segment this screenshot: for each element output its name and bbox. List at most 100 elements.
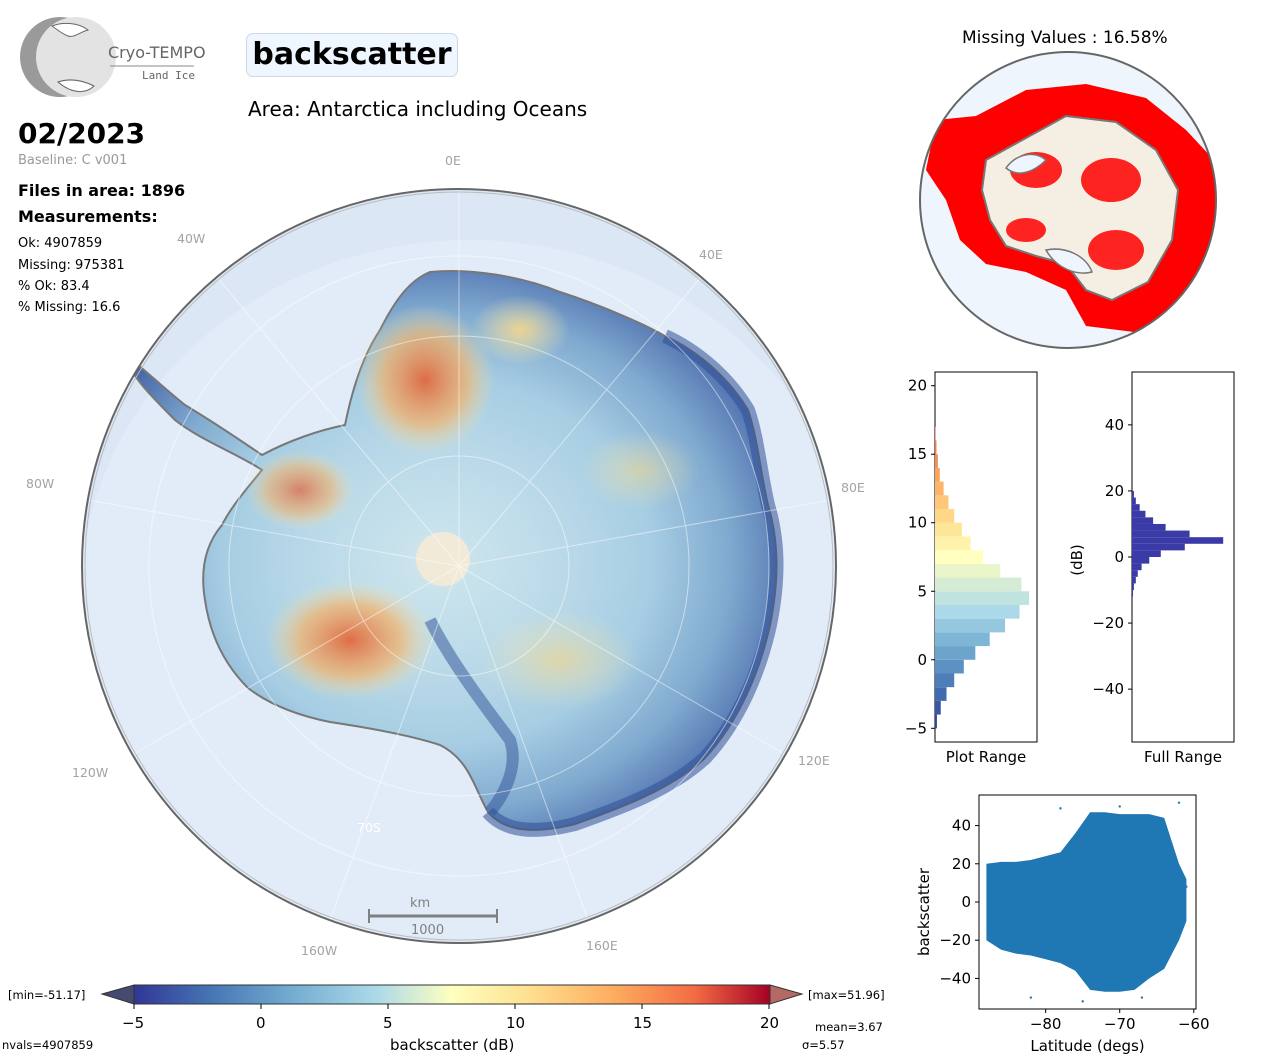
histogram-bar [935, 440, 937, 455]
lon-label-80w: 80W [26, 476, 55, 491]
histogram-bar [935, 700, 941, 715]
y-tick-label: 0 [1114, 548, 1124, 566]
histogram-bar [935, 673, 955, 688]
date-label: 02/2023 [18, 117, 146, 150]
stat-pct-ok: % Ok: 83.4 [18, 279, 90, 294]
histogram-bar [935, 536, 971, 551]
y-tick-label: 40 [952, 817, 971, 835]
histogram-bar [1132, 590, 1133, 597]
missing-panel-title: Missing Values : 16.58% [962, 28, 1168, 48]
histogram-bar [935, 632, 990, 647]
histogram-bar [1132, 563, 1142, 571]
measurements-label: Measurements: [18, 207, 158, 226]
lon-label-40w: 40W [177, 231, 206, 246]
y-tick-label: 20 [908, 377, 927, 395]
scatter-chart: 40 20 0 −20 −40 −80 −70 −60 Latitude (degs) backs… [915, 794, 1210, 1055]
histogram-bar [935, 563, 1001, 578]
histogram-bar [1132, 530, 1190, 538]
y-tick-label: −20 [939, 931, 971, 949]
y-tick-label: 10 [908, 514, 927, 532]
histogram-bar [935, 522, 962, 537]
histogram-bar [1132, 523, 1166, 531]
scatter-point [1177, 801, 1181, 804]
x-tick-label: −80 [1030, 1015, 1062, 1033]
histogram-bar [1132, 550, 1161, 557]
y-tick-label: −5 [905, 719, 927, 737]
histogram-bar [1132, 504, 1140, 511]
colorbar-label: backscatter (dB) [390, 1036, 515, 1054]
scatter-ylabel: backscatter [915, 867, 933, 956]
histogram-bar [1132, 490, 1134, 498]
baseline-label: Baseline: C v001 [18, 153, 128, 168]
histogram-bar [1132, 543, 1185, 551]
colorbar-min-extend [100, 984, 135, 1005]
colorbar-tick: 5 [383, 1014, 393, 1032]
histogram-bar [935, 454, 938, 468]
histogram-bar [1132, 497, 1136, 505]
colorbar-max-label: [max=51.96] [808, 988, 885, 1002]
files-label: Files in area: 1896 [18, 181, 186, 200]
page-title: backscatter [252, 37, 452, 72]
y-tick-label: 0 [961, 893, 971, 911]
y-tick-label: 0 [917, 651, 927, 669]
y-tick-label: −40 [939, 969, 971, 987]
colorbar-tick: −5 [122, 1014, 145, 1032]
colorbar-tick: 20 [760, 1014, 780, 1032]
histogram-bar [935, 659, 964, 674]
y-tick-label: 40 [1105, 416, 1124, 434]
colorbar-gradient [133, 984, 771, 1005]
main-map [81, 188, 837, 944]
scatter-point [1140, 996, 1144, 999]
histogram-bar [1132, 557, 1150, 564]
area-label: Area: Antarctica including Oceans [248, 97, 588, 121]
scatter-points [986, 812, 1187, 992]
histogram-bar [935, 687, 947, 701]
histogram-bar [935, 618, 1006, 633]
lon-label-80e: 80E [841, 480, 865, 495]
scatter-point [1118, 805, 1121, 808]
histogram-bar [935, 714, 937, 729]
y-tick-label: 15 [908, 445, 927, 463]
full-range-label: Full Range [1144, 748, 1222, 766]
lon-label-0e: 0E [445, 153, 461, 168]
logo-name: Cryo-TEMPO [108, 43, 206, 62]
scatter-point [1162, 843, 1166, 846]
cryo-tempo-logo: Cryo-TEMPO Land Ice [20, 17, 206, 97]
histogram-bar [935, 646, 976, 660]
colorbar-tick: 15 [633, 1014, 653, 1032]
missing-values-map [919, 51, 1217, 349]
full-range-ylabel: (dB) [1068, 544, 1086, 576]
histogram-bar [935, 577, 1022, 592]
y-tick-label: 20 [952, 855, 971, 873]
histogram-bar [935, 467, 940, 482]
histogram-bar [1132, 537, 1224, 544]
histogram-charts: −5 0 5 10 15 20 Plot Range 40 20 0 −20 −40 Full Rang… [905, 371, 1235, 766]
histogram-bar [935, 591, 1030, 605]
sigma-label: σ=5.57 [802, 1038, 845, 1052]
histogram-bar [1132, 570, 1138, 577]
stat-pct-missing: % Missing: 16.6 [18, 300, 121, 315]
histogram-bar [935, 495, 949, 510]
scatter-point [1185, 885, 1188, 888]
histogram-bar [935, 550, 983, 564]
lat-label-70s: 70S [357, 820, 381, 835]
histogram-bar [1132, 510, 1146, 518]
scalebar-value: 1000 [411, 923, 445, 938]
colorbar-min-label: [min=-51.17] [8, 988, 86, 1002]
logo-subtitle: Land Ice [142, 69, 195, 82]
histogram-bar [935, 509, 955, 523]
y-tick-label: 5 [917, 582, 927, 600]
histogram-bar [935, 604, 1020, 619]
colorbar-max-extend [769, 984, 804, 1005]
nvals-label: nvals=4907859 [2, 1038, 94, 1052]
lon-label-120e: 120E [798, 753, 830, 768]
x-tick-label: −70 [1104, 1015, 1136, 1033]
y-tick-label: −40 [1092, 680, 1124, 698]
histogram-bar [1132, 517, 1154, 524]
scalebar-unit: km [410, 896, 431, 911]
scatter-point [1059, 807, 1062, 810]
lon-label-160w: 160W [301, 943, 338, 958]
scatter-point [1029, 996, 1033, 999]
mean-label: mean=3.67 [815, 1020, 883, 1034]
stat-ok: Ok: 4907859 [18, 236, 103, 251]
